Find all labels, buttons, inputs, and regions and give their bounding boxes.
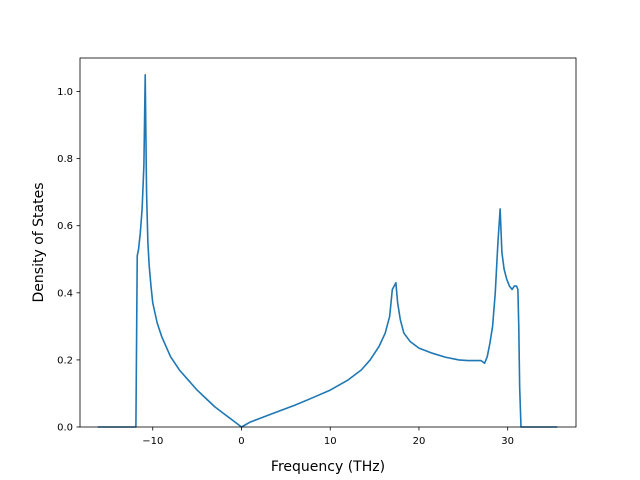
x-tick-label: 20 bbox=[413, 436, 426, 447]
x-tick-label: 30 bbox=[501, 436, 514, 447]
plot-area bbox=[97, 73, 558, 428]
y-tick-label: 0.4 bbox=[57, 288, 73, 299]
y-tick-label: 0.6 bbox=[57, 221, 73, 232]
x-tick-label: −10 bbox=[142, 436, 163, 447]
x-tick-label: 0 bbox=[238, 436, 244, 447]
y-axis-ticks: 0.0 0.2 0.4 0.6 0.8 1.0 bbox=[57, 87, 80, 434]
y-tick-label: 1.0 bbox=[57, 87, 73, 98]
x-axis-label: Frequency (THz) bbox=[271, 459, 385, 475]
y-tick-label: 0.0 bbox=[57, 423, 73, 434]
x-axis-ticks: −10 0 10 20 30 bbox=[142, 427, 514, 447]
x-tick-label: 10 bbox=[324, 436, 337, 447]
y-tick-label: 0.8 bbox=[57, 154, 73, 165]
y-axis-label: Density of States bbox=[31, 183, 47, 303]
series-line-0 bbox=[97, 73, 558, 428]
y-tick-label: 0.2 bbox=[57, 355, 73, 366]
axes-frame bbox=[79, 57, 577, 428]
